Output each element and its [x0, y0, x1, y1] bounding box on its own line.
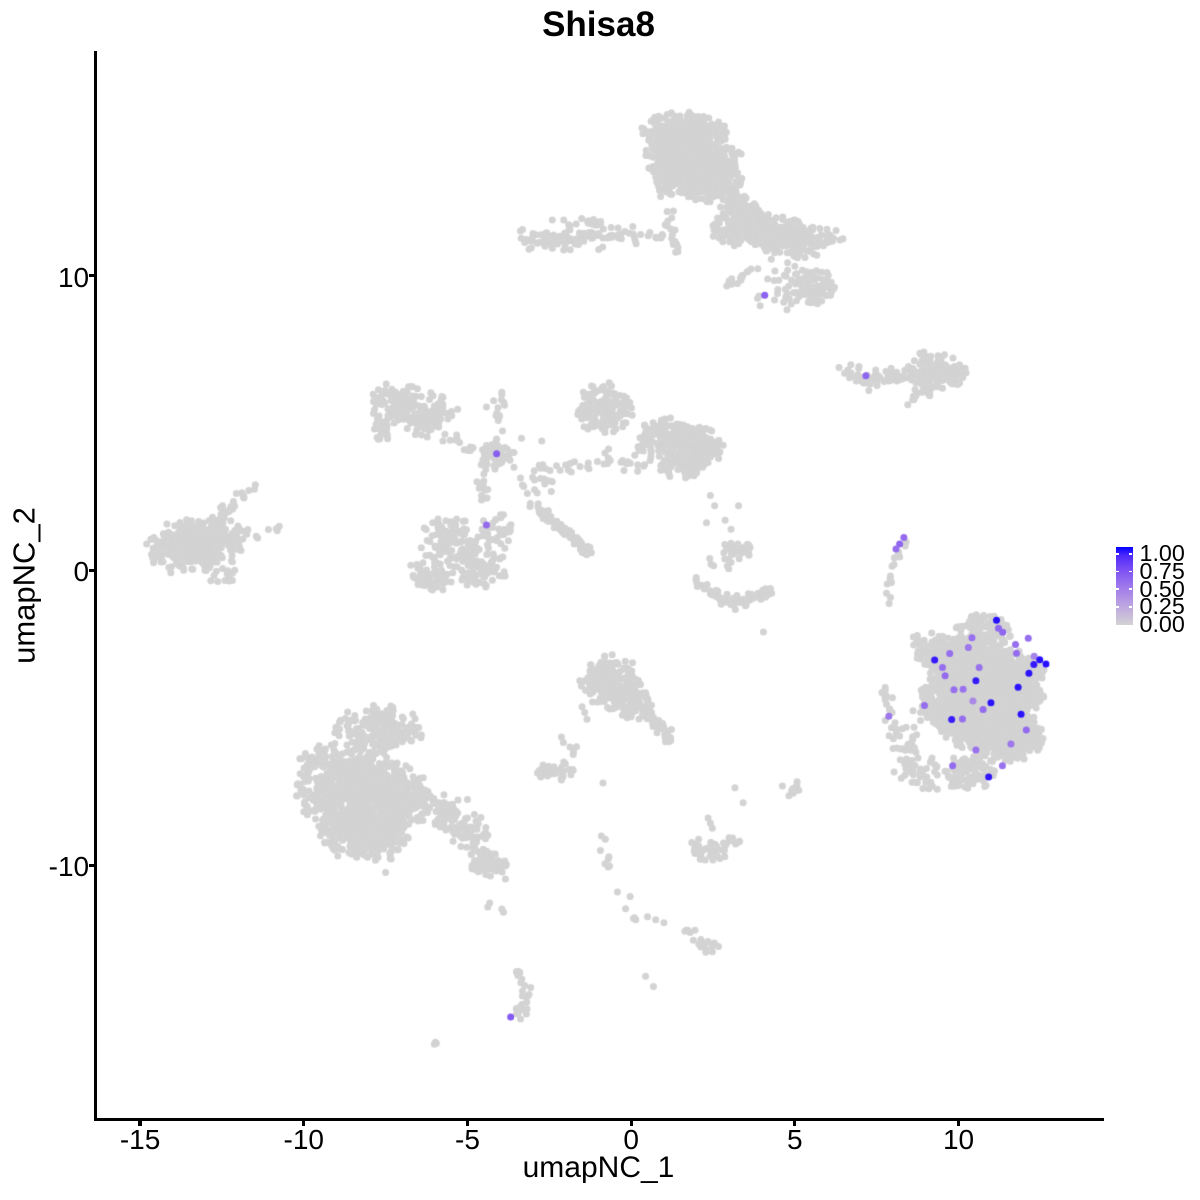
- colorbar-tick-mark: [1129, 605, 1133, 608]
- colorbar-break-label: 0.50: [1139, 575, 1185, 602]
- colorbar-break-label: 1.00: [1139, 540, 1185, 567]
- colorbar-tick-mark: [1116, 553, 1120, 555]
- y-tick-mark: [89, 863, 94, 867]
- x-tick-label: 5: [787, 1123, 803, 1155]
- x-tick-mark: [793, 1121, 797, 1126]
- colorbar-break-label: 0.75: [1139, 558, 1185, 585]
- x-axis-title: umapNC_1: [522, 1151, 675, 1184]
- colorbar-tick-mark: [1116, 588, 1120, 590]
- x-tick-mark: [302, 1121, 306, 1126]
- x-tick-label: -15: [119, 1123, 161, 1155]
- x-tick-label: 10: [942, 1123, 975, 1155]
- x-tick-mark: [629, 1121, 633, 1126]
- x-axis-line: [93, 1117, 1104, 1122]
- y-tick-label: 0: [73, 556, 90, 588]
- y-tick-mark: [89, 568, 94, 573]
- x-tick-mark: [138, 1121, 142, 1126]
- plot-title: Shisa8: [542, 4, 655, 44]
- colorbar-tick-mark: [1116, 605, 1120, 608]
- y-axis-line: [93, 50, 97, 1121]
- y-tick-mark: [89, 274, 94, 278]
- colorbar-break-label: 0.00: [1139, 610, 1185, 637]
- colorbar-tick-mark: [1129, 553, 1133, 555]
- colorbar-tick-mark: [1129, 570, 1133, 573]
- x-tick-mark: [956, 1121, 961, 1126]
- y-tick-label: -10: [48, 850, 90, 882]
- colorbar-gradient: [1116, 547, 1133, 625]
- x-tick-label: -5: [455, 1123, 480, 1155]
- colorbar-tick-mark: [1129, 588, 1133, 590]
- colorbar-tick-mark: [1116, 570, 1120, 573]
- x-tick-label: -10: [283, 1123, 324, 1155]
- x-tick-mark: [465, 1121, 470, 1126]
- x-tick-label: 0: [623, 1123, 639, 1155]
- colorbar-break-label: 0.25: [1139, 593, 1185, 620]
- y-tick-label: 10: [57, 261, 90, 293]
- y-axis-title: umapNC_2: [6, 507, 42, 664]
